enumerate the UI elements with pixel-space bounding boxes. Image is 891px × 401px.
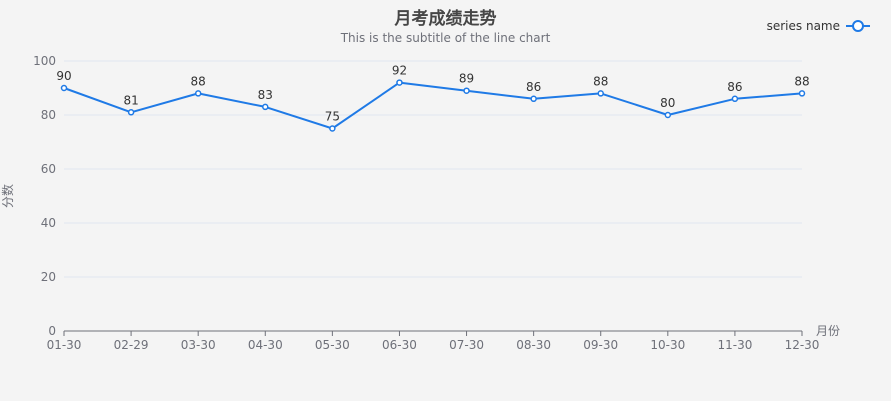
data-point [530, 95, 537, 103]
x-tick-label: 10-30 [650, 338, 685, 352]
y-tick-label: 100 [33, 54, 56, 68]
data-point [463, 87, 470, 94]
x-axis-label: 月份 [816, 324, 840, 338]
data-point [731, 95, 739, 103]
x-tick-label: 07-30 [449, 338, 484, 352]
legend-line-icon [846, 20, 870, 32]
data-label: 88 [794, 74, 809, 88]
x-tick-label: 09-30 [583, 338, 618, 352]
y-axis-label: 分数 [0, 184, 15, 208]
data-point [329, 125, 336, 132]
data-point [664, 111, 672, 119]
x-tick-label: 04-30 [248, 338, 283, 352]
x-tick-label: 12-30 [785, 338, 820, 352]
y-tick-label: 40 [41, 216, 56, 230]
data-label: 92 [392, 64, 407, 78]
x-tick-label: 06-30 [382, 338, 417, 352]
data-point [60, 84, 68, 92]
data-label: 80 [660, 96, 675, 110]
y-tick-label: 60 [41, 162, 56, 176]
legend[interactable]: series name [767, 19, 871, 33]
data-label: 86 [727, 80, 742, 94]
x-tick-label: 05-30 [315, 338, 350, 352]
x-tick-label: 08-30 [516, 338, 551, 352]
data-label: 81 [123, 93, 138, 107]
data-point [597, 90, 604, 97]
data-point [396, 79, 403, 86]
data-label: 83 [258, 88, 273, 102]
chart-subtitle: This is the subtitle of the line chart [340, 31, 551, 45]
x-tick-label: 11-30 [717, 338, 752, 352]
data-label: 75 [325, 110, 340, 124]
data-point [127, 109, 135, 116]
y-tick-label: 0 [48, 324, 56, 338]
data-point [262, 103, 269, 111]
series-line [63, 81, 803, 130]
data-point [194, 90, 202, 97]
data-label: 88 [593, 74, 608, 88]
x-tick-label: 01-30 [47, 338, 82, 352]
y-tick-label: 20 [41, 270, 56, 284]
y-tick-label: 80 [41, 108, 56, 122]
chart-title: 月考成绩走势 [394, 9, 497, 29]
data-label: 86 [526, 80, 541, 94]
data-point [798, 90, 806, 97]
data-label: 90 [56, 69, 71, 83]
legend-label: series name [766, 19, 840, 33]
x-tick-label: 02-29 [114, 338, 149, 352]
data-label: 89 [459, 72, 474, 86]
x-tick-label: 03-30 [181, 338, 216, 352]
data-label: 88 [191, 74, 206, 88]
